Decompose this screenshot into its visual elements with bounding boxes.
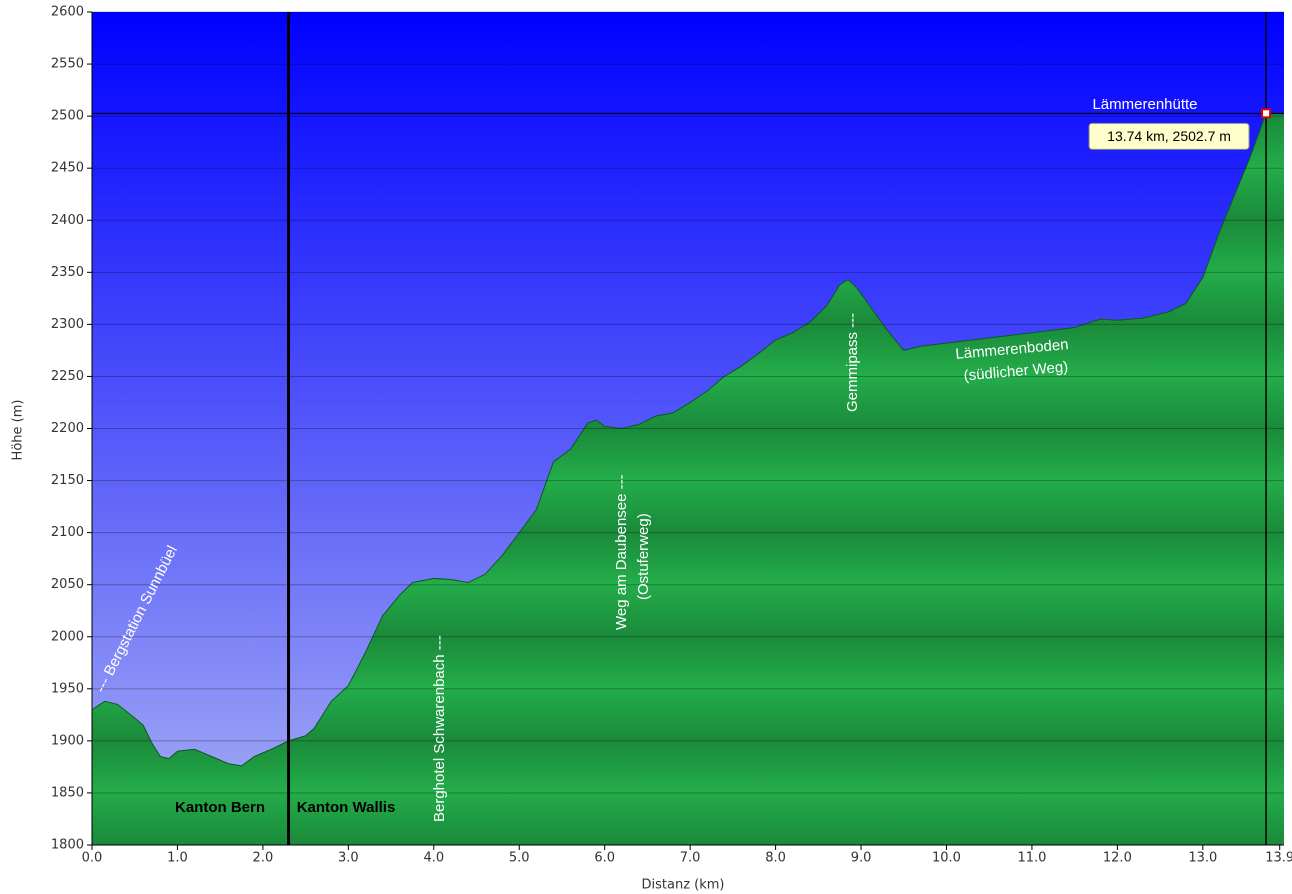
annotation: Weg am Daubensee --- — [613, 474, 630, 630]
y-tick-label: 2000 — [51, 629, 84, 644]
x-tick-label: 6.0 — [594, 851, 615, 866]
annotation: Kanton Bern — [175, 799, 265, 816]
tooltip-text: 13.74 km, 2502.7 m — [1107, 128, 1231, 144]
y-tick-label: 2200 — [51, 421, 84, 436]
y-tick-label: 2500 — [51, 109, 84, 124]
y-tick-label: 2550 — [51, 57, 84, 72]
y-tick-label: 2400 — [51, 213, 84, 228]
y-tick-label: 1800 — [51, 838, 84, 853]
x-tick-label: 2.0 — [253, 851, 274, 866]
x-tick-label: 7.0 — [680, 851, 701, 866]
x-tick-label: 13.9 — [1265, 851, 1292, 866]
annotation: (Ostuferweg) — [635, 513, 652, 600]
x-tick-label: 10.0 — [932, 851, 961, 866]
annotation: Kanton Wallis — [297, 799, 396, 816]
y-tick-label: 2350 — [51, 265, 84, 280]
x-tick-label: 1.0 — [167, 851, 188, 866]
x-axis-label: Distanz (km) — [642, 878, 725, 893]
annotation: Gemmipass --- — [844, 313, 861, 412]
x-tick-label: 12.0 — [1103, 851, 1132, 866]
x-tick-label: 5.0 — [509, 851, 530, 866]
x-tick-label: 13.0 — [1188, 851, 1217, 866]
y-tick-label: 2450 — [51, 161, 84, 176]
y-tick-label: 2250 — [51, 369, 84, 384]
annotation: Lämmerenhütte — [1092, 96, 1197, 113]
y-tick-label: 2600 — [51, 5, 84, 20]
y-tick-label: 1950 — [51, 681, 84, 696]
y-tick-label: 2050 — [51, 577, 84, 592]
x-tick-label: 4.0 — [423, 851, 444, 866]
y-tick-label: 1850 — [51, 785, 84, 800]
terrain-area — [92, 113, 1284, 846]
x-tick-label: 9.0 — [851, 851, 872, 866]
x-tick-label: 0.0 — [82, 851, 103, 866]
y-tick-label: 2300 — [51, 317, 84, 332]
x-tick-label: 3.0 — [338, 851, 359, 866]
terrain-line — [91, 112, 1285, 767]
y-axis-label: Höhe (m) — [11, 400, 26, 461]
y-tick-label: 2100 — [51, 525, 84, 540]
cursor-marker — [1261, 108, 1272, 119]
tooltip-box — [1088, 122, 1250, 150]
annotation: Berghotel Schwarenbach --- — [431, 635, 448, 822]
y-tick-label: 1900 — [51, 733, 84, 748]
x-tick-label: 11.0 — [1017, 851, 1046, 866]
y-tick-label: 2150 — [51, 473, 84, 488]
x-tick-label: 8.0 — [765, 851, 786, 866]
